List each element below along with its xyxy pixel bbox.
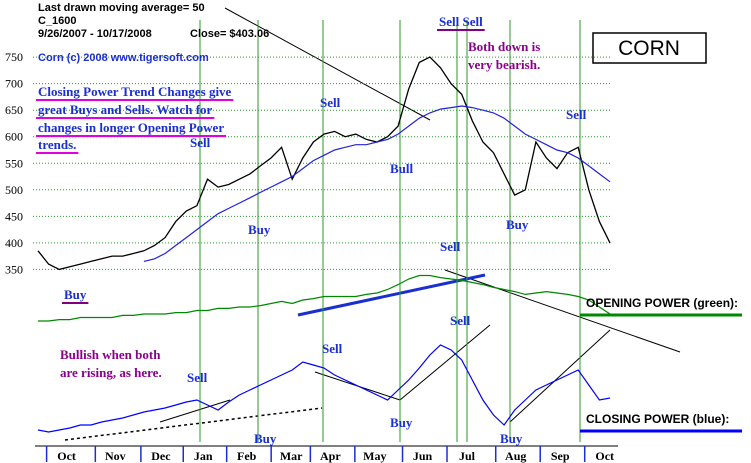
trend-line — [444, 269, 681, 353]
annotation: Sell — [566, 107, 587, 122]
x-tick-label: Feb — [237, 449, 257, 463]
y-tick-label: 650 — [5, 103, 23, 117]
trend-line — [159, 399, 231, 423]
series-line — [38, 274, 611, 322]
trend-line — [297, 273, 486, 317]
annotation: Bullish when both — [60, 347, 161, 362]
annotation: are rising, as here. — [60, 365, 162, 380]
header-text: Close= $403.06 — [190, 28, 269, 40]
title-box — [592, 32, 707, 64]
annotation: Buy — [500, 431, 523, 446]
series-line — [143, 105, 611, 262]
annotation: Buy — [390, 415, 413, 430]
annotation: Sell — [440, 239, 461, 254]
trend-line — [224, 7, 431, 121]
y-tick-label: 750 — [5, 50, 23, 64]
annotation: Buy — [64, 287, 87, 302]
x-tick-label: Jun — [413, 449, 433, 463]
annotation: trends. — [38, 137, 76, 152]
series-line — [37, 344, 611, 433]
annotation: Sell — [450, 313, 471, 328]
annotation: Sell — [322, 341, 343, 356]
x-tick-label: Apr — [320, 449, 341, 463]
x-tick-label: Oct — [595, 449, 614, 463]
trend-line — [64, 407, 323, 441]
x-tick-label: Aug — [505, 449, 526, 463]
annotation: Closing Power Trend Changes give — [38, 84, 232, 99]
x-tick-label: Sep — [551, 449, 570, 463]
header-text: 9/26/2007 - 10/17/2008 — [38, 28, 152, 40]
annotation: Sell — [187, 370, 208, 385]
x-tick-label: Dec — [151, 449, 171, 463]
header-text: Corn (c) 2008 www.tigersoft.com — [38, 52, 209, 64]
y-tick-label: 450 — [5, 209, 23, 223]
annotation: Sell — [320, 95, 341, 110]
y-tick-label: 350 — [5, 262, 23, 276]
header-text: Last drawn moving average= 50 — [38, 2, 205, 14]
y-tick-label: 400 — [5, 236, 23, 250]
annotation: changes in longer Opening Power — [38, 120, 224, 135]
y-tick-label: 500 — [5, 183, 23, 197]
x-tick-label: Nov — [105, 449, 126, 463]
y-tick-label: 550 — [5, 156, 23, 170]
x-tick-label: Oct — [57, 449, 76, 463]
legend-label: OPENING POWER (green): — [586, 296, 738, 310]
annotation: very bearish. — [468, 57, 540, 72]
x-tick-label: Jul — [459, 449, 476, 463]
series-line — [37, 56, 611, 271]
x-tick-label: Mar — [280, 449, 303, 463]
chart-title: CORN — [618, 37, 680, 60]
x-tick-label: Jan — [194, 449, 213, 463]
trend-lines — [64, 7, 681, 441]
trend-line — [509, 329, 611, 423]
annotation: great Buys and Sells. Watch for — [38, 102, 213, 117]
header-text: C_1600 — [38, 15, 77, 27]
annotation: Buy — [506, 217, 529, 232]
annotation: Sell — [190, 135, 211, 150]
y-tick-label: 600 — [5, 130, 23, 144]
legend-label: CLOSING POWER (blue): — [586, 412, 729, 426]
annotation: Sell Sell — [439, 14, 483, 29]
x-tick-label: May — [363, 449, 386, 463]
annotation: Bull — [390, 161, 414, 176]
y-tick-label: 700 — [5, 77, 23, 91]
annotation: Buy — [248, 222, 271, 237]
annotation: Both down is — [468, 39, 540, 54]
trend-line — [399, 324, 491, 401]
annotation: Buy — [254, 431, 277, 446]
